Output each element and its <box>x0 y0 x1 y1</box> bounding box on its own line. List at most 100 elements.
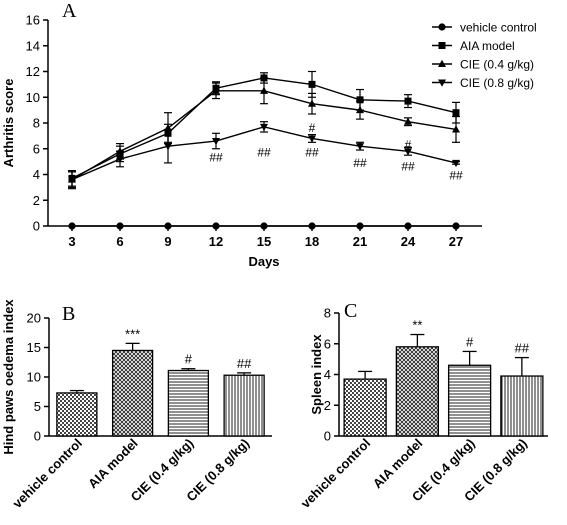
x-tick-label: AIA model <box>370 436 426 492</box>
bar <box>223 374 265 437</box>
x-tick-label: vehicle control <box>10 436 85 511</box>
y-tick-label: 8 <box>33 116 40 131</box>
y-tick-label: 15 <box>27 340 41 355</box>
data-point <box>404 117 412 125</box>
legend-item: CIE (0.8 g/kg) <box>432 76 534 90</box>
significance-label: ## <box>209 151 223 165</box>
data-point <box>452 109 460 117</box>
y-tick-label: 4 <box>324 367 331 382</box>
y-tick-label: 10 <box>27 370 41 385</box>
significance-label: ## <box>515 341 530 356</box>
y-tick-label: 10 <box>26 90 40 105</box>
significance-label: ## <box>449 169 463 183</box>
data-point <box>164 143 172 151</box>
y-tick-label: 2 <box>33 193 40 208</box>
significance-label: ## <box>257 145 271 159</box>
legend-label: vehicle control <box>460 21 537 35</box>
data-point <box>308 135 316 143</box>
significance-label: ## <box>237 356 252 371</box>
series-circle <box>68 222 460 230</box>
y-tick-label: 20 <box>27 311 41 326</box>
panel-label: B <box>62 303 75 325</box>
y-axis-title: Spleen index <box>309 334 324 415</box>
y-tick-label: 12 <box>26 64 40 79</box>
legend-label: AIA model <box>460 39 515 53</box>
significance-label: ** <box>412 318 422 333</box>
data-point <box>212 222 220 230</box>
significance-label: ## <box>305 145 319 159</box>
data-point <box>68 176 76 184</box>
bar <box>395 346 440 437</box>
y-tick-label: 14 <box>26 38 40 53</box>
significance-label: *** <box>125 326 140 341</box>
x-tick-label: 24 <box>401 234 416 249</box>
bar <box>56 392 98 437</box>
bar <box>167 369 210 437</box>
data-point <box>438 59 446 67</box>
x-tick-label: 12 <box>209 234 223 249</box>
legend: vehicle control AIA model CIE (0.4 g/kg) CI… <box>432 21 537 90</box>
significance-label: # <box>466 334 474 349</box>
legend-label: CIE (0.4 g/kg) <box>460 58 534 72</box>
data-point <box>356 105 364 114</box>
legend-label: CIE (0.8 g/kg) <box>460 76 534 90</box>
significance-label: ## <box>401 160 415 174</box>
data-point <box>116 156 124 164</box>
data-point <box>404 222 412 230</box>
y-tick-label: 8 <box>324 306 331 321</box>
x-tick-label: 15 <box>257 234 271 249</box>
data-point <box>212 86 220 94</box>
data-point <box>308 99 316 107</box>
y-tick-label: 16 <box>26 13 40 28</box>
data-point <box>404 148 412 156</box>
data-point <box>452 159 460 168</box>
data-point <box>356 143 364 151</box>
x-tick-label: 18 <box>305 234 319 249</box>
panel-label: C <box>344 300 357 322</box>
y-tick-label: 6 <box>33 141 40 156</box>
significance-label: # <box>185 352 193 367</box>
x-tick-label: 9 <box>164 234 171 249</box>
data-point <box>356 222 364 230</box>
data-point <box>260 222 268 230</box>
panel-label: A <box>62 0 77 22</box>
x-tick-label: vehicle control <box>298 436 373 511</box>
x-tick-label: 3 <box>68 234 75 249</box>
data-point <box>356 96 364 104</box>
data-point <box>164 222 172 230</box>
bar <box>447 364 492 437</box>
x-tick-label: 27 <box>449 234 463 249</box>
data-point <box>116 222 124 230</box>
x-axis-title: Days <box>248 254 279 269</box>
bar <box>500 375 544 437</box>
legend-item: CIE (0.4 g/kg) <box>432 58 534 72</box>
x-tick-label: 21 <box>353 234 367 249</box>
data-point <box>438 42 446 49</box>
data-point <box>260 123 268 132</box>
y-tick-label: 2 <box>324 398 331 413</box>
significance-label: # <box>405 138 412 152</box>
y-tick-label: 0 <box>34 429 41 444</box>
data-point <box>68 222 76 230</box>
significance-label: ## <box>353 156 367 170</box>
legend-item: AIA model <box>432 39 515 53</box>
x-tick-label: 6 <box>116 234 123 249</box>
data-point <box>438 79 446 87</box>
y-tick-label: 4 <box>33 167 40 182</box>
bar <box>111 349 154 437</box>
y-axis-title: Arthritis score <box>1 79 16 168</box>
data-point <box>308 222 316 230</box>
y-tick-label: 5 <box>34 399 41 414</box>
y-tick-label: 6 <box>324 336 331 351</box>
y-tick-label: 0 <box>324 429 331 444</box>
legend-item: vehicle control <box>432 21 537 35</box>
y-axis-title: Hind paws oedema index <box>1 299 16 455</box>
y-tick-label: 0 <box>33 219 40 234</box>
x-tick-label: AIA model <box>85 436 141 492</box>
data-point <box>452 125 460 133</box>
significance-label: # <box>309 121 316 135</box>
